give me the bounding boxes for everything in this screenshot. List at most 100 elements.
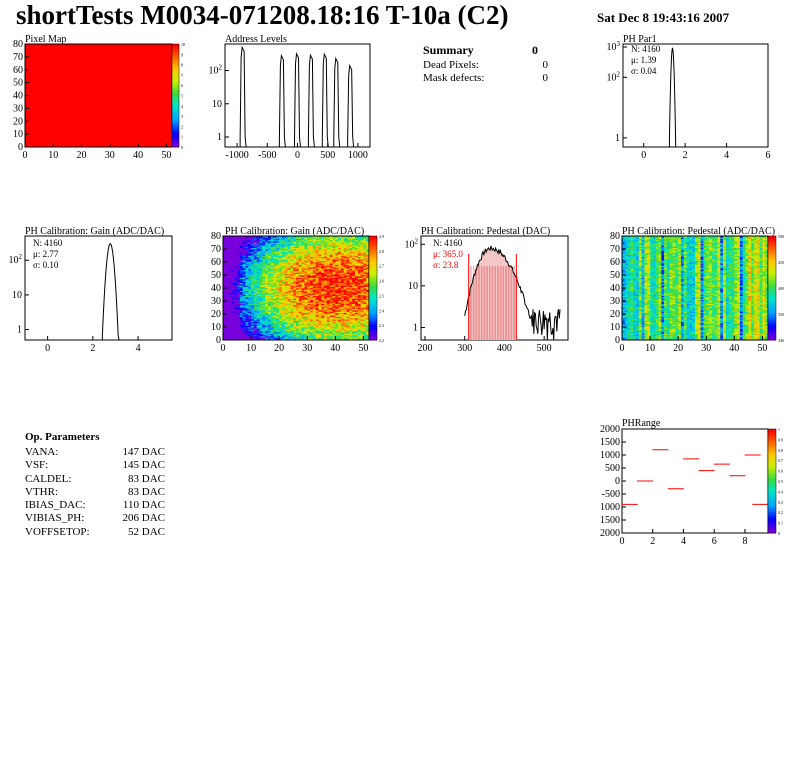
heatmap-cell <box>363 311 367 313</box>
heatmap-cell <box>265 241 269 243</box>
heatmap-cell <box>315 247 319 250</box>
heatmap-cell <box>326 310 330 312</box>
heatmap-cell <box>223 251 227 254</box>
heatmap-cell <box>630 308 634 311</box>
colorbar-cell <box>172 121 179 125</box>
heatmap-cell <box>363 333 367 336</box>
heatmap-cell <box>262 301 266 303</box>
heatmap-cell <box>318 259 322 261</box>
heatmap-cell <box>293 237 297 239</box>
heatmap-cell <box>276 259 280 261</box>
heatmap-cell <box>346 275 350 277</box>
heatmap-cell <box>248 332 252 334</box>
heatmap-cell <box>332 242 336 245</box>
heatmap-cell <box>248 252 252 255</box>
heatmap-cell <box>338 275 342 277</box>
heatmap-cell <box>276 267 280 269</box>
heatmap-cell <box>343 239 347 242</box>
heatmap-cell <box>346 250 350 252</box>
heatmap-cell <box>360 281 364 284</box>
heatmap-cell <box>293 282 297 285</box>
heatmap-cell <box>354 268 359 271</box>
heatmap-cell <box>346 245 350 247</box>
heatmap-cell <box>231 301 235 303</box>
heatmap-cell <box>296 242 300 245</box>
heatmap-cell <box>293 298 297 300</box>
heatmap-cell <box>627 269 631 272</box>
heatmap-cell <box>624 288 628 290</box>
heatmap-cell <box>228 263 232 265</box>
heatmap-cell <box>307 236 311 238</box>
heatmap-cell <box>234 320 238 323</box>
heatmap-cell <box>332 245 336 247</box>
heatmap-cell <box>256 245 260 247</box>
heatmap-cell <box>301 302 305 304</box>
heatmap-cell <box>225 265 229 268</box>
heatmap-cell <box>312 249 316 251</box>
heatmap-cell <box>630 250 634 252</box>
heatmap-cell <box>622 254 626 256</box>
heatmap-cell <box>335 299 339 302</box>
heatmap-cell <box>276 260 280 263</box>
heatmap-cell <box>354 275 359 277</box>
heatmap-cell <box>366 304 370 307</box>
heatmap-cell <box>287 275 291 277</box>
heatmap-cell <box>281 254 286 256</box>
heatmap-cell <box>253 290 257 293</box>
heatmap-cell <box>276 290 280 293</box>
heatmap-cell <box>248 247 252 250</box>
heatmap-cell <box>354 264 359 267</box>
heatmap-cell <box>354 303 359 306</box>
heatmap-cell <box>290 242 294 245</box>
heatmap-cell <box>298 267 302 269</box>
heatmap-cell <box>248 316 252 319</box>
heatmap-cell <box>354 281 359 284</box>
heatmap-cell <box>273 327 277 329</box>
heatmap-cell <box>312 310 316 312</box>
heatmap-cell <box>366 238 370 241</box>
heatmap-cell <box>228 328 232 330</box>
heatmap-cell <box>290 263 294 265</box>
heatmap-cell <box>307 325 311 328</box>
heatmap-cell <box>636 242 640 245</box>
heatmap-cell <box>352 278 356 281</box>
heatmap-cell <box>273 316 277 319</box>
heatmap-cell <box>354 325 359 328</box>
heatmap-cell <box>225 319 229 321</box>
heatmap-cell <box>633 243 637 246</box>
heatmap-cell <box>245 290 249 293</box>
heatmap-cell <box>270 263 274 265</box>
heatmap-cell <box>248 330 252 333</box>
heatmap-cell <box>228 246 232 248</box>
heatmap-cell <box>352 280 356 282</box>
colorbar-cell <box>369 259 377 263</box>
heatmap-cell <box>638 277 642 280</box>
heatmap-cell <box>290 325 294 328</box>
heatmap-cell <box>256 297 260 299</box>
heatmap-cell <box>357 259 361 261</box>
heatmap-cell <box>304 302 308 304</box>
heatmap-cell <box>290 337 294 339</box>
heatmap-cell <box>363 284 367 286</box>
heatmap-cell <box>352 290 356 293</box>
heatmap-cell <box>343 310 347 312</box>
heatmap-cell <box>363 255 367 258</box>
heatmap-cell <box>296 297 300 299</box>
heatmap-cell <box>335 337 339 339</box>
heatmap-cell <box>352 249 356 251</box>
heatmap-cell <box>296 328 300 330</box>
heatmap-cell <box>304 237 308 239</box>
heatmap-cell <box>340 332 345 334</box>
heatmap-cell <box>256 298 260 300</box>
heatmap-cell <box>318 324 322 326</box>
heatmap-cell <box>357 308 361 311</box>
heatmap-cell <box>624 263 628 265</box>
heatmap-cell <box>636 268 640 271</box>
heatmap-cell <box>239 259 243 261</box>
heatmap-cell <box>270 286 274 289</box>
heatmap-cell <box>284 294 288 297</box>
heatmap-cell <box>366 307 370 310</box>
heatmap-cell <box>256 263 260 265</box>
heatmap-cell <box>338 312 342 315</box>
heatmap-cell <box>624 238 628 241</box>
